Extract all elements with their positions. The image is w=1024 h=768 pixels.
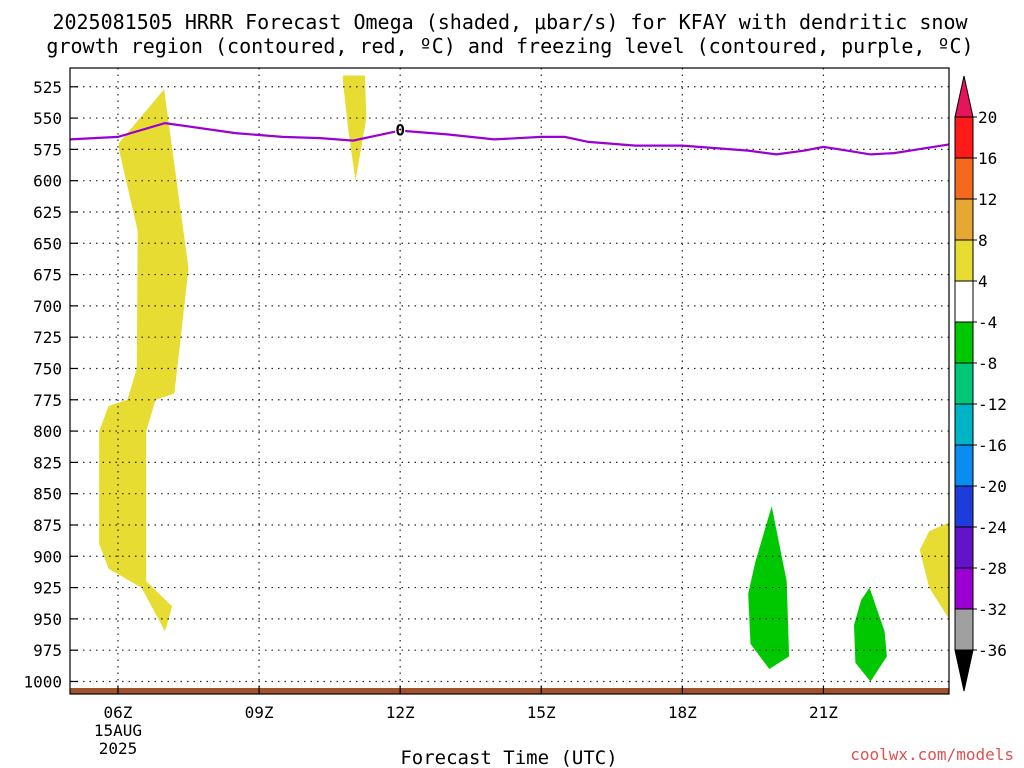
colorbar-label-2: 16 — [978, 149, 997, 168]
x-tick-sublabel-15AUG: 15AUG — [94, 721, 142, 740]
x-tick-label-06Z: 06Z — [104, 703, 133, 722]
colorbar-segment-5 — [954, 280, 974, 323]
x-tick-label-21Z: 21Z — [809, 703, 838, 722]
colorbar-segment-3 — [954, 198, 974, 241]
y-tick-label-625: 625 — [33, 203, 62, 222]
y-tick-label-700: 700 — [33, 297, 62, 316]
colorbar-segment-1 — [954, 116, 974, 159]
colorbar-label-14: -36 — [978, 641, 1007, 660]
site-credit: coolwx.com/models — [850, 745, 1014, 764]
contour-label-background — [395, 123, 406, 137]
x-axis-title: Forecast Time (UTC) — [400, 747, 617, 768]
x-tick-sublabel-2025: 2025 — [99, 739, 138, 758]
omega-region-1 — [99, 89, 189, 632]
y-tick-label-975: 975 — [33, 641, 62, 660]
freezing-level-line — [69, 121, 950, 156]
y-tick-label-800: 800 — [33, 422, 62, 441]
colorbar-label-6: -4 — [978, 313, 997, 332]
surface-band — [70, 688, 949, 694]
y-tick-label-775: 775 — [33, 391, 62, 410]
omega-region-3 — [919, 522, 949, 619]
y-tick-label-600: 600 — [33, 172, 62, 191]
y-tick-label-1000: 1000 — [23, 672, 62, 691]
colorbar-segment-6 — [954, 321, 974, 364]
y-tick-label-550: 550 — [33, 109, 62, 128]
colorbar-segment-8 — [954, 403, 974, 446]
colorbar-label-3: 12 — [978, 190, 997, 209]
chart-title-line-1: 2025081505 HRRR Forecast Omega (shaded, … — [52, 10, 968, 34]
colorbar-bottom-arrow — [954, 649, 974, 692]
omega-region-5 — [854, 587, 887, 682]
y-tick-label-875: 875 — [33, 516, 62, 535]
colorbar-segment-13 — [954, 608, 974, 651]
y-tick-label-575: 575 — [33, 140, 62, 159]
y-tick-label-725: 725 — [33, 328, 62, 347]
y-tick-label-675: 675 — [33, 266, 62, 285]
y-tick-label-950: 950 — [33, 610, 62, 629]
y-tick-label-525: 525 — [33, 78, 62, 97]
colorbar-label-5: 4 — [978, 272, 988, 291]
colorbar-segment-12 — [954, 567, 974, 610]
colorbar-segment-9 — [954, 444, 974, 487]
grid-lines — [70, 68, 949, 694]
colorbar-label-7: -8 — [978, 354, 997, 373]
y-tick-label-850: 850 — [33, 485, 62, 504]
y-tick-label-750: 750 — [33, 359, 62, 378]
y-axis: 525 550 575 600 625 650 675 700 725 750 775 800 825 8… — [23, 78, 78, 691]
colorbar-segment-10 — [954, 485, 974, 528]
colorbar-segment-2 — [954, 157, 974, 200]
colorbar: 20 16 12 8 4 -4 -8 -12 -16 -20 -24 -28 -32 -36 — [954, 75, 1007, 692]
colorbar-label-12: -28 — [978, 559, 1007, 578]
x-tick-label-09Z: 09Z — [245, 703, 274, 722]
colorbar-label-8: -12 — [978, 395, 1007, 414]
freezing-level-contour: 0 — [69, 121, 950, 156]
omega-region-4 — [748, 506, 790, 669]
colorbar-segment-4 — [954, 239, 974, 282]
colorbar-label-1: 20 — [978, 108, 997, 127]
colorbar-label-4: 8 — [978, 231, 988, 250]
colorbar-label-11: -24 — [978, 518, 1007, 537]
colorbar-label-9: -16 — [978, 436, 1007, 455]
freezing-level-label: 0 — [395, 121, 405, 140]
x-tick-label-15Z: 15Z — [527, 703, 556, 722]
x-tick-label-12Z: 12Z — [386, 703, 415, 722]
colorbar-top-arrow — [954, 75, 974, 118]
y-tick-label-825: 825 — [33, 453, 62, 472]
colorbar-label-10: -20 — [978, 477, 1007, 496]
omega-shading — [99, 75, 949, 682]
omega-region-2 — [342, 75, 367, 181]
x-tick-label-18Z: 18Z — [668, 703, 697, 722]
chart-title-line-2: growth region (contoured, red, ºC) and f… — [46, 34, 973, 58]
colorbar-label-13: -32 — [978, 600, 1007, 619]
surface-layer — [70, 688, 949, 694]
plot-frame — [69, 67, 950, 695]
y-tick-label-925: 925 — [33, 579, 62, 598]
colorbar-segment-7 — [954, 362, 974, 405]
y-tick-label-900: 900 — [33, 547, 62, 566]
colorbar-segment-11 — [954, 526, 974, 569]
y-tick-label-650: 650 — [33, 234, 62, 253]
